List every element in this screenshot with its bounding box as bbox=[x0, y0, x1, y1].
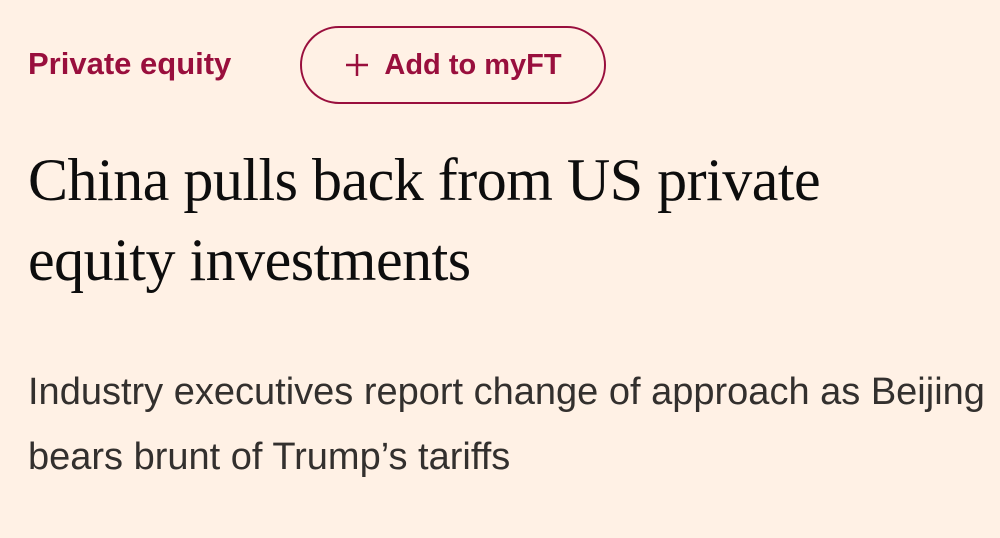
add-to-myft-button[interactable]: Add to myFT bbox=[300, 26, 606, 104]
button-label: Add to myFT bbox=[384, 48, 562, 81]
topic-link[interactable]: Private equity bbox=[28, 46, 232, 81]
headline: China pulls back from US private equity … bbox=[28, 147, 821, 293]
plus-icon bbox=[346, 54, 369, 76]
standfirst: Industry executives report change of app… bbox=[28, 371, 985, 478]
